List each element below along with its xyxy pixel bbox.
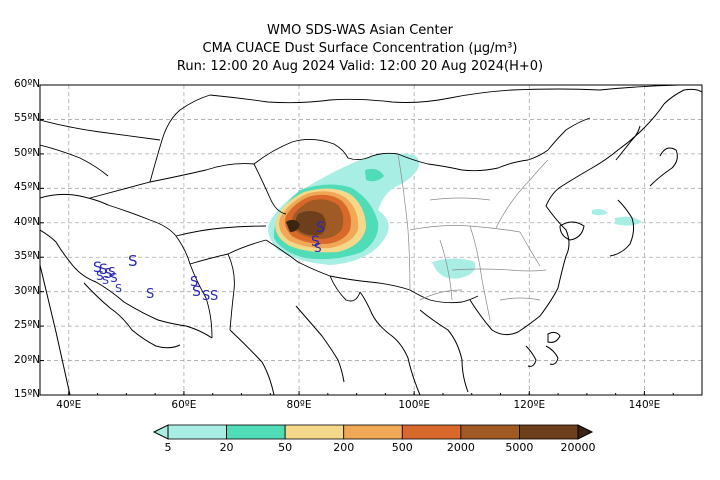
station-marker: S <box>311 234 320 250</box>
station-marker: S <box>146 287 154 302</box>
station-marker: S <box>99 262 108 278</box>
map-frame <box>39 84 703 396</box>
station-marker: S <box>96 269 104 283</box>
lat-label: 25ºN <box>14 319 41 332</box>
colorbar-low-arrow <box>152 424 169 440</box>
lon-label: 40ºE <box>56 399 82 411</box>
colorbar-cell <box>284 424 345 440</box>
lat-label: 30ºN <box>14 284 41 297</box>
lon-label: 140ºE <box>628 399 661 411</box>
station-marker: S <box>102 274 109 287</box>
colorbar-label: 5 <box>164 441 172 454</box>
colorbar-cell <box>343 424 403 440</box>
lat-label: 20ºN <box>14 353 41 366</box>
title-line-3: Run: 12:00 20 Aug 2024 Valid: 12:00 20 A… <box>176 59 544 74</box>
lat-label: 50ºN <box>14 146 41 159</box>
colorbar-high-arrow <box>577 424 594 440</box>
dust-contour-level-1d <box>592 209 608 216</box>
colorbar-label: 500 <box>391 441 413 454</box>
lon-label: 80ºE <box>286 399 312 411</box>
dust-contour-level-8 <box>286 219 300 232</box>
lat-label: 60ºN <box>14 78 41 90</box>
station-marker: S <box>316 220 325 236</box>
colorbar-cell <box>460 424 520 440</box>
station-marker: S <box>110 271 118 285</box>
station-marker: S <box>202 289 210 304</box>
province-borders <box>397 153 549 321</box>
station-marker: S <box>104 267 112 282</box>
lat-label: 15ºN <box>14 388 41 400</box>
colorbar-label: 20000 <box>560 441 596 454</box>
title-line-1: WMO SDS-WAS Asian Center <box>267 23 453 38</box>
colorbar-label: 20 <box>219 441 234 454</box>
station-marker: S <box>192 284 201 300</box>
title-line-2: CMA CUACE Dust Surface Concentration (μg… <box>202 41 518 56</box>
colorbar-cell <box>167 424 227 440</box>
dust-contour-level-7 <box>295 211 326 236</box>
station-marker: S <box>190 275 198 290</box>
station-marker: S <box>108 265 116 279</box>
lon-label: 100ºE <box>398 399 430 411</box>
colorbar-cell <box>401 424 462 440</box>
lat-label: 55ºN <box>14 112 41 125</box>
station-marker: S <box>115 282 122 295</box>
dust-contour-level-1b <box>432 258 476 279</box>
colorbar-label: 2000 <box>446 441 475 454</box>
station-marker: S <box>210 289 218 304</box>
lat-label: 40ºN <box>14 215 41 228</box>
dust-contour-level-2b <box>365 168 384 182</box>
colorbar-label: 200 <box>333 441 355 454</box>
lon-label: 60ºE <box>171 399 197 411</box>
dust-contour-level-1c <box>615 216 642 226</box>
lon-label: 120ºE <box>513 399 546 411</box>
colorbar-label: 5000 <box>505 441 534 454</box>
station-marker: S <box>93 260 102 276</box>
dust-field <box>268 153 642 279</box>
station-marker: S <box>128 252 138 270</box>
colorbar-cell <box>226 424 286 440</box>
colorbar-cell <box>519 424 579 440</box>
station-marker: S <box>314 241 322 255</box>
lat-label: 35ºN <box>14 250 41 263</box>
colorbar-label: 50 <box>278 441 293 454</box>
axis-ticks <box>40 84 703 396</box>
coastlines <box>40 88 702 395</box>
lat-label: 45ºN <box>14 181 41 194</box>
